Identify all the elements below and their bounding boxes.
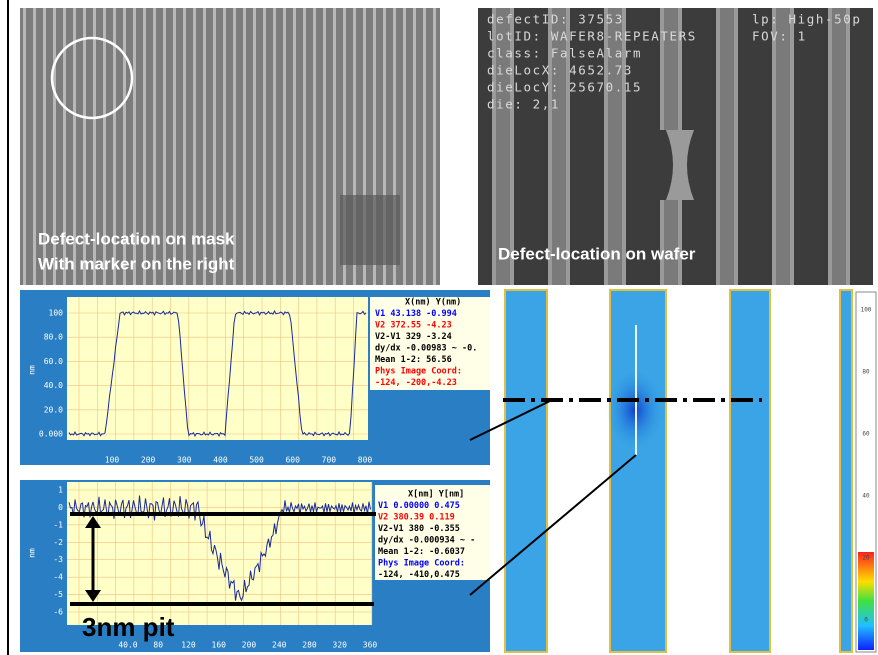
y-tick-label: -5 <box>53 590 63 599</box>
colorbar-label: 80 <box>862 369 870 376</box>
readout-line: V1 0.00000 0.475 <box>378 501 460 511</box>
readout-line: V2-V1 380 -0.355 <box>378 524 460 534</box>
caption: Defect-location on mask <box>38 229 235 248</box>
y-tick-label: 0 <box>58 503 63 512</box>
readout-line: dy/dx -0.000934 ~ - <box>378 536 475 546</box>
readout-line: dy/dx -0.00983 ~ -0. <box>375 344 477 354</box>
y-tick-label: 60.0 <box>44 357 63 366</box>
line-stripe <box>840 290 852 652</box>
defect-info: lp: High-50p <box>752 12 862 27</box>
y-tick-label: 0.000 <box>39 430 63 439</box>
colorbar-label: 60 <box>862 431 870 438</box>
y-tick-label: -6 <box>53 608 63 617</box>
y-tick-label: 80.0 <box>44 333 63 342</box>
x-tick-label: 320 <box>333 641 348 650</box>
readout-line: -124, -410,0.475 <box>378 570 460 580</box>
height-map <box>500 290 878 652</box>
x-tick-label: 300 <box>177 456 192 465</box>
readout-line: V1 43.138 -0.994 <box>375 309 457 319</box>
defect-info: dieLocX: 4652.73 <box>487 63 633 78</box>
readout-line: V2 380.39 0.119 <box>378 513 455 523</box>
readout-line: Phys Image Coord: <box>375 367 462 377</box>
x-tick-label: 240 <box>272 641 287 650</box>
y-tick-label: -2 <box>53 538 63 547</box>
y-tick-label: -1 <box>53 520 63 529</box>
x-tick-label: 100 <box>105 456 120 465</box>
defect-info: dieLocY: 25670.15 <box>487 80 642 95</box>
y-tick-label: 20.0 <box>44 405 63 414</box>
colorbar-label: 40 <box>862 493 870 500</box>
y-tick-label: -4 <box>53 573 63 582</box>
line-stripe <box>730 290 770 652</box>
colorbar-label: 100 <box>861 307 872 314</box>
colorbar-label: 0 <box>864 617 868 624</box>
defect-info: die: 2,1 <box>487 97 560 112</box>
y-tick-label: 1 <box>58 486 63 495</box>
y-axis-label: nm <box>28 548 37 558</box>
x-tick-label: 800 <box>358 456 373 465</box>
readout-line: X[nm] Y[nm] <box>408 490 464 500</box>
readout-line: V2 372.55 -4.23 <box>375 321 452 331</box>
defect-info: lotID: WAFER8-REPEATERS <box>487 29 697 44</box>
colorbar-label: 20 <box>862 555 870 562</box>
readout-line: Mean 1-2: 56.56 <box>375 355 452 365</box>
x-tick-label: 600 <box>285 456 300 465</box>
y-tick-label: 100 <box>49 309 64 318</box>
readout-line: Phys Image Coord: <box>378 559 465 569</box>
defect-info: class: FalseAlarm <box>487 46 642 61</box>
x-tick-label: 280 <box>302 641 317 650</box>
defect-info: FOV: 1 <box>752 29 807 44</box>
defect-info: defectID: 37553 <box>487 12 624 27</box>
caption: Defect-location on wafer <box>498 244 696 263</box>
colorbar <box>858 552 874 650</box>
figure: defectID: 37553 lotID: WAFER8-REPEATERS cl… <box>0 0 878 655</box>
readout-line: V2-V1 329 -3.24 <box>375 332 452 342</box>
x-tick-label: 400 <box>213 456 228 465</box>
line-stripe <box>505 290 547 652</box>
marker <box>340 195 400 265</box>
caption: With marker on the right <box>38 254 235 273</box>
readout-line: Mean 1-2: -0.6037 <box>378 547 465 557</box>
annotation: 3nm pit <box>82 612 175 642</box>
y-axis-label: nm <box>28 365 37 375</box>
readout-line: -124, -200,-4.23 <box>375 378 457 388</box>
y-tick-label: -3 <box>53 555 63 564</box>
x-tick-label: 700 <box>322 456 337 465</box>
x-tick-label: 120 <box>181 641 196 650</box>
readout-line: X(nm) Y(nm) <box>405 298 461 308</box>
x-tick-label: 160 <box>212 641 227 650</box>
x-tick-label: 200 <box>141 456 156 465</box>
x-tick-label: 200 <box>242 641 257 650</box>
x-tick-label: 500 <box>249 456 264 465</box>
y-tick-label: 40.0 <box>44 381 63 390</box>
plot-area <box>67 297 368 440</box>
x-tick-label: 360 <box>363 641 378 650</box>
